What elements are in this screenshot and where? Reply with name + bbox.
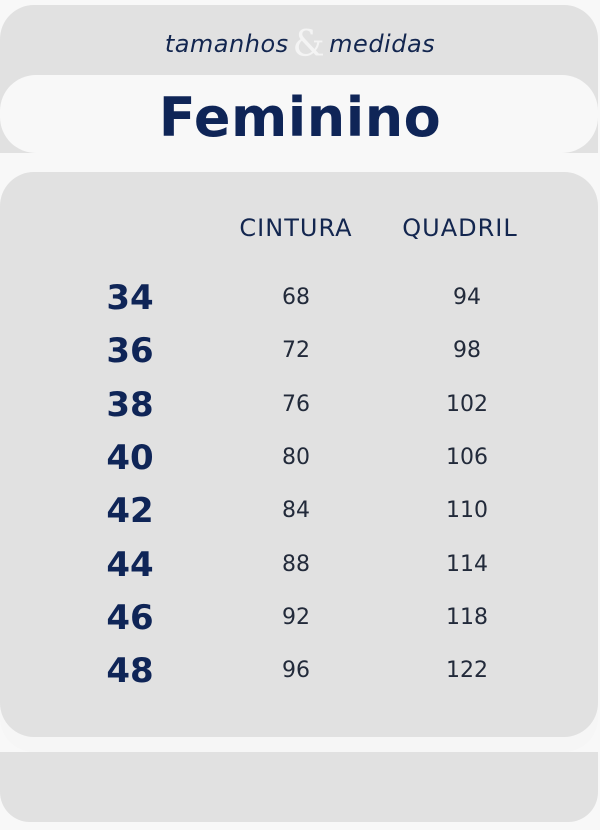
size-label: 38 xyxy=(106,384,154,425)
size-table-panel xyxy=(0,172,598,737)
cintura-value: 80 xyxy=(282,444,310,470)
table-row: 44 88 114 xyxy=(0,545,600,595)
size-label: 40 xyxy=(106,437,154,478)
quadril-value: 114 xyxy=(446,551,488,577)
ampersand: & xyxy=(292,24,326,65)
page-title: Feminino xyxy=(158,86,442,149)
cintura-value: 68 xyxy=(282,285,310,310)
size-label: 48 xyxy=(106,651,154,692)
size-label: 34 xyxy=(106,278,154,318)
quadril-value: 98 xyxy=(453,338,481,364)
quadril-value: 102 xyxy=(446,391,488,417)
table-row: 34 68 94 xyxy=(0,278,600,328)
footer-card xyxy=(0,752,598,822)
divider xyxy=(0,153,600,173)
column-header-cintura: CINTURA xyxy=(239,214,353,242)
cintura-value: 72 xyxy=(282,338,310,364)
cintura-value: 96 xyxy=(282,658,310,684)
table-row: 40 80 106 xyxy=(0,438,600,488)
cintura-value: 76 xyxy=(282,391,310,417)
size-label: 36 xyxy=(106,331,154,372)
subtitle-right: medidas xyxy=(329,30,436,58)
title-band xyxy=(0,75,598,153)
subtitle: tamanhos & medidas xyxy=(0,24,600,65)
table-row: 38 76 102 xyxy=(0,385,600,435)
table-row: 48 96 122 xyxy=(0,651,600,701)
cintura-value: 88 xyxy=(282,551,310,577)
cintura-value: 92 xyxy=(282,604,310,630)
table-row: 46 92 118 xyxy=(0,598,600,648)
subtitle-left: tamanhos xyxy=(164,30,289,58)
size-label: 42 xyxy=(106,491,154,532)
cintura-value: 84 xyxy=(282,498,310,524)
quadril-value: 122 xyxy=(446,658,488,684)
table-row: 36 72 98 xyxy=(0,331,600,381)
quadril-value: 118 xyxy=(446,604,488,630)
table-row: 42 84 110 xyxy=(0,491,600,541)
size-label: 44 xyxy=(106,544,154,585)
quadril-value: 110 xyxy=(446,498,488,524)
quadril-value: 106 xyxy=(446,444,488,470)
quadril-value: 94 xyxy=(453,285,481,310)
column-header-quadril: QUADRIL xyxy=(402,214,518,242)
size-label: 46 xyxy=(106,597,154,638)
